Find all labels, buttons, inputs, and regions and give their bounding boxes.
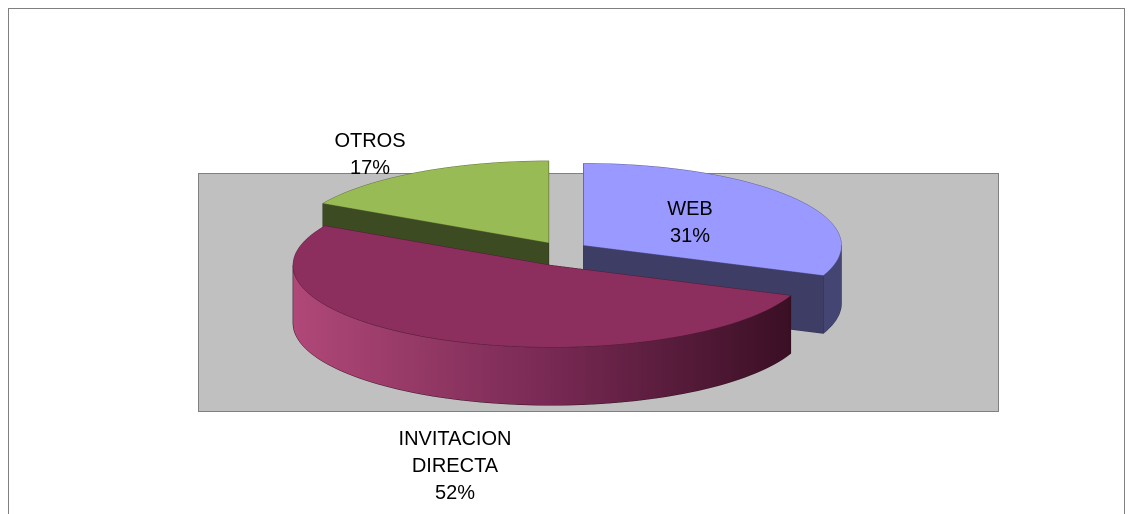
data-label: INVITACION DIRECTA 52%: [375, 426, 535, 507]
slice-top: [292, 225, 792, 348]
percent-label: 52%: [434, 482, 476, 504]
category-label: INVITACION DIRECTA: [398, 428, 512, 477]
data-label: OTROS 17%: [334, 128, 405, 182]
percent-label: 17%: [349, 157, 391, 179]
percent-label: 31%: [669, 225, 711, 247]
category-label: OTROS: [334, 130, 406, 152]
data-label: WEB 31%: [667, 196, 713, 250]
slice-top: [583, 163, 842, 276]
category-label: WEB: [667, 198, 713, 220]
pie-slice: [292, 225, 792, 406]
slice-top: [321, 160, 550, 244]
